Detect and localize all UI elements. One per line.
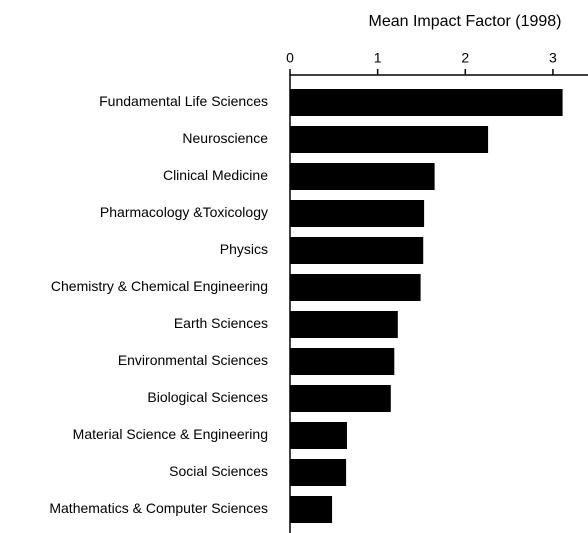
chart-title: Mean Impact Factor (1998) — [369, 13, 562, 30]
bar — [290, 163, 435, 190]
bar — [290, 311, 398, 338]
y-tick-label: Pharmacology &Toxicology — [100, 204, 268, 220]
y-tick-label: Biological Sciences — [147, 389, 268, 405]
bar — [290, 348, 395, 375]
bar — [290, 89, 563, 116]
y-tick-label: Material Science & Engineering — [73, 426, 268, 442]
x-tick-label: 1 — [374, 50, 382, 66]
bar — [290, 422, 347, 449]
y-tick-label: Physics — [220, 241, 268, 257]
y-tick-label: Earth Sciences — [174, 315, 268, 331]
bar — [290, 385, 391, 412]
x-tick-label: 0 — [286, 50, 294, 66]
x-tick-label: 2 — [461, 50, 469, 66]
x-tick-label: 3 — [549, 50, 557, 66]
bar — [290, 274, 421, 301]
bar — [290, 237, 424, 264]
bar — [290, 496, 333, 523]
y-tick-label: Neuroscience — [182, 130, 268, 146]
y-tick-label: Social Sciences — [169, 463, 268, 479]
y-tick-label: Fundamental Life Sciences — [99, 93, 268, 109]
y-tick-label: Environmental Sciences — [118, 352, 268, 368]
bar — [290, 200, 425, 227]
y-tick-label: Chemistry & Chemical Engineering — [51, 278, 268, 294]
bar — [290, 459, 347, 486]
y-tick-label: Mathematics & Computer Sciences — [49, 500, 268, 516]
y-tick-label: Clinical Medicine — [163, 167, 268, 183]
bar — [290, 126, 489, 153]
